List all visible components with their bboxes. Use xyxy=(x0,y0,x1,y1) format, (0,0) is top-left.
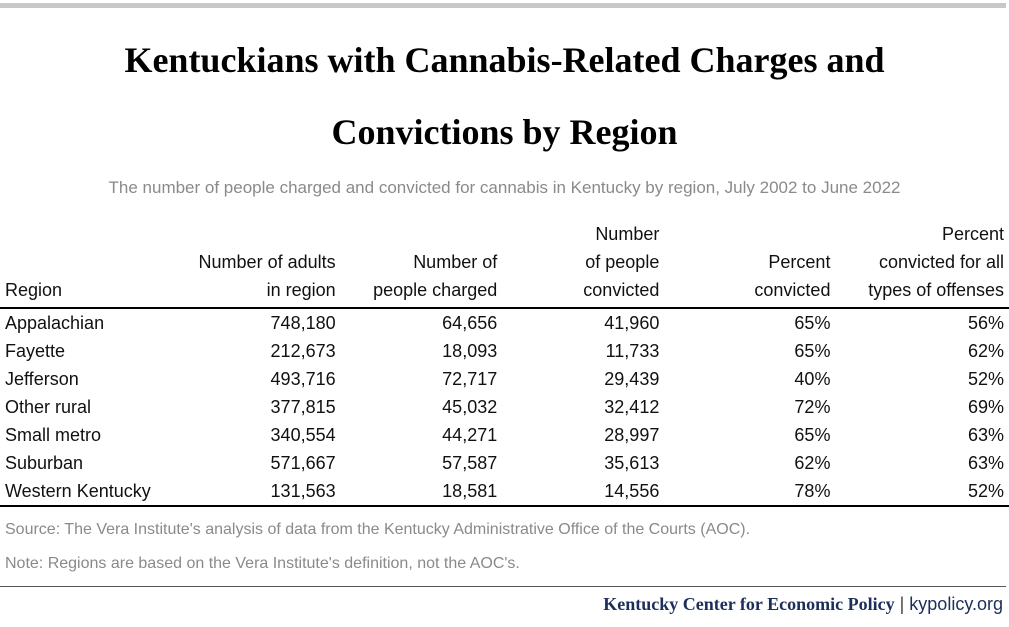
data-table: Region Number of adults in region Number … xyxy=(0,220,1009,507)
cell-convicted: 32,412 xyxy=(604,397,660,417)
table-row: Appalachian 748,180 64,656 41,960 65% 56… xyxy=(0,308,1009,337)
cell-percent-all: 69% xyxy=(967,397,1004,417)
cell-region: Other rural xyxy=(5,397,92,417)
cell-percent-all: 52% xyxy=(967,481,1004,501)
header-region: Region xyxy=(5,280,63,300)
org-name: Kentucky Center for Economic Policy xyxy=(603,594,895,614)
cell-convicted: 41,960 xyxy=(604,313,660,333)
table-row: Western Kentucky 131,563 18,581 14,556 7… xyxy=(0,477,1009,506)
cell-charged: 57,587 xyxy=(442,453,498,473)
cell-region: Appalachian xyxy=(5,313,105,333)
table-row: Jefferson 493,716 72,717 29,439 40% 52% xyxy=(0,365,1009,393)
cell-percent-all: 56% xyxy=(967,313,1004,333)
cell-percent-all: 62% xyxy=(967,341,1004,361)
cell-percent-all: 63% xyxy=(967,453,1004,473)
cell-charged: 45,032 xyxy=(442,397,498,417)
header-convicted: Number of people convicted xyxy=(583,224,660,300)
header-charged: Number of people charged xyxy=(373,252,498,300)
website-link[interactable]: kypolicy.org xyxy=(909,594,1003,614)
cell-percent-convicted: 40% xyxy=(794,369,831,389)
cell-convicted: 11,733 xyxy=(605,341,660,361)
cell-adults: 571,667 xyxy=(270,453,336,473)
cell-region: Small metro xyxy=(5,425,102,445)
footer-separator: | xyxy=(899,594,905,614)
cell-adults: 748,180 xyxy=(270,313,336,333)
table-header-row: Region Number of adults in region Number … xyxy=(0,220,1009,308)
page-title-line-1: Kentuckians with Cannabis-Related Charge… xyxy=(124,40,885,80)
cell-percent-convicted: 65% xyxy=(794,425,831,445)
cell-percent-convicted: 62% xyxy=(794,453,831,473)
top-rule xyxy=(0,3,1006,8)
cell-adults: 340,554 xyxy=(270,425,336,445)
cell-charged: 72,717 xyxy=(442,369,498,389)
cell-charged: 18,093 xyxy=(442,341,498,361)
cell-charged: 18,581 xyxy=(442,481,498,501)
cell-convicted: 28,997 xyxy=(604,425,660,445)
table-row: Fayette 212,673 18,093 11,733 65% 62% xyxy=(0,337,1009,365)
table-row: Suburban 571,667 57,587 35,613 62% 63% xyxy=(0,449,1009,477)
cell-percent-all: 52% xyxy=(967,369,1004,389)
footer-brand: Kentucky Center for Economic Policy | ky… xyxy=(603,594,1003,615)
cell-region: Suburban xyxy=(5,453,84,473)
footer-rule xyxy=(0,586,1006,587)
page-title-line-2: Convictions by Region xyxy=(331,112,678,152)
cell-adults: 493,716 xyxy=(270,369,336,389)
cell-percent-convicted: 78% xyxy=(794,481,831,501)
regions-note: Note: Regions are based on the Vera Inst… xyxy=(5,555,520,572)
cell-convicted: 14,556 xyxy=(604,481,660,501)
cell-adults: 377,815 xyxy=(270,397,336,417)
header-percent-convicted: Percent convicted xyxy=(754,252,831,300)
header-adults: Number of adults in region xyxy=(198,252,336,300)
cell-convicted: 35,613 xyxy=(604,453,660,473)
cell-convicted: 29,439 xyxy=(604,369,660,389)
table-row: Other rural 377,815 45,032 32,412 72% 69… xyxy=(0,393,1009,421)
cell-adults: 131,563 xyxy=(270,481,336,501)
cell-percent-all: 63% xyxy=(967,425,1004,445)
cell-charged: 64,656 xyxy=(442,313,498,333)
table-row: Small metro 340,554 44,271 28,997 65% 63… xyxy=(0,421,1009,449)
cell-charged: 44,271 xyxy=(442,425,498,445)
subtitle: The number of people charged and convict… xyxy=(108,178,901,197)
cell-percent-convicted: 65% xyxy=(794,313,831,333)
cell-region: Jefferson xyxy=(5,369,79,389)
cell-region: Western Kentucky xyxy=(5,481,151,501)
cell-percent-convicted: 65% xyxy=(794,341,831,361)
cell-percent-convicted: 72% xyxy=(794,397,831,417)
cell-region: Fayette xyxy=(5,341,66,361)
header-percent-all-offenses: Percent convicted for all types of offense… xyxy=(868,224,1004,300)
cell-adults: 212,673 xyxy=(270,341,336,361)
source-note: Source: The Vera Institute's analysis of… xyxy=(5,521,751,538)
